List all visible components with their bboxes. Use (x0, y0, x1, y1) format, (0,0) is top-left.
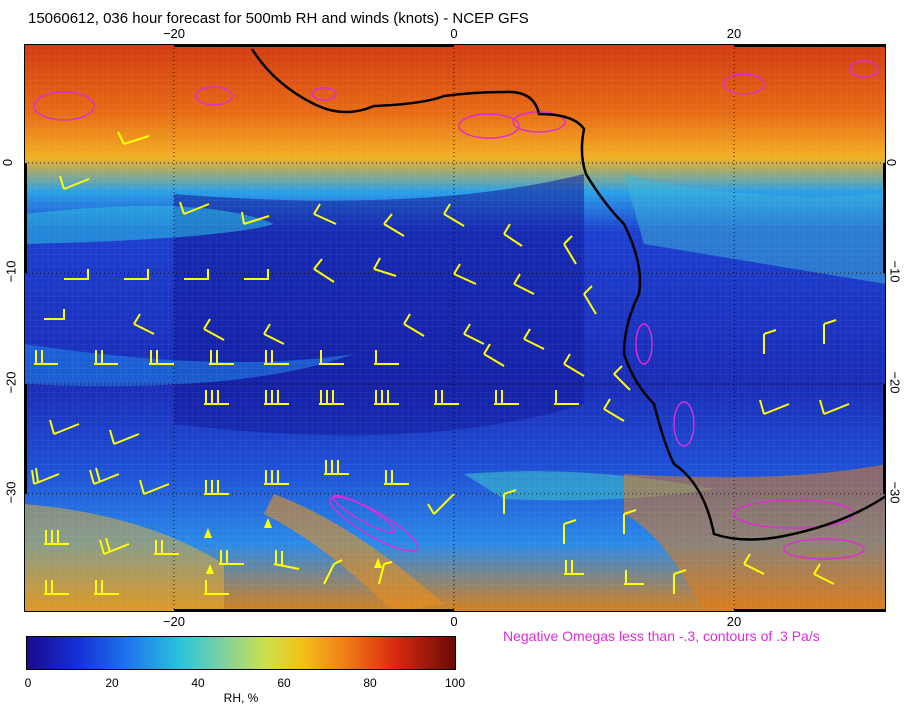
lon-tick-top-3: 20 (726, 26, 742, 41)
wind-pennants (204, 518, 382, 574)
lat-tick-right-1: 0 (884, 158, 900, 167)
lon-tick-top-1: −20 (162, 26, 186, 41)
lat-tick-right-2: −10 (887, 260, 903, 283)
colorbar-label: RH, % (223, 691, 259, 705)
omega-contours (33, 60, 879, 560)
lat-tick-left-3: −20 (3, 371, 19, 394)
lat-tick-left-2: −10 (3, 260, 19, 283)
frame-edge-ticks (24, 44, 886, 612)
colorbar-tick: 100 (444, 676, 466, 690)
map-frame (24, 44, 886, 612)
map-svg (24, 44, 887, 612)
coastline (250, 48, 887, 541)
lon-tick-bottom-1: −20 (162, 614, 186, 629)
colorbar-tick: 40 (191, 676, 205, 690)
omega-note: Negative Omegas less than -.3, contours … (503, 628, 820, 644)
lat-tick-left-1: 0 (0, 158, 16, 167)
colorbar-tick: 60 (277, 676, 291, 690)
rh-colorbar (26, 636, 456, 670)
lon-tick-bottom-2: 0 (450, 614, 458, 629)
forecast-map (24, 44, 887, 612)
map-title: 15060612, 036 hour forecast for 500mb RH… (28, 10, 529, 27)
lon-tick-top-2: 0 (450, 26, 458, 41)
lat-tick-right-3: −20 (887, 371, 903, 394)
colorbar-tick: 0 (24, 676, 32, 690)
lat-tick-left-4: −30 (3, 481, 19, 504)
lat-tick-right-4: −30 (887, 481, 903, 504)
wind-barbs (31, 131, 850, 595)
colorbar-tick: 80 (363, 676, 377, 690)
lon-tick-bottom-3: 20 (726, 614, 742, 629)
colorbar-tick: 20 (105, 676, 119, 690)
graticule (24, 44, 886, 612)
